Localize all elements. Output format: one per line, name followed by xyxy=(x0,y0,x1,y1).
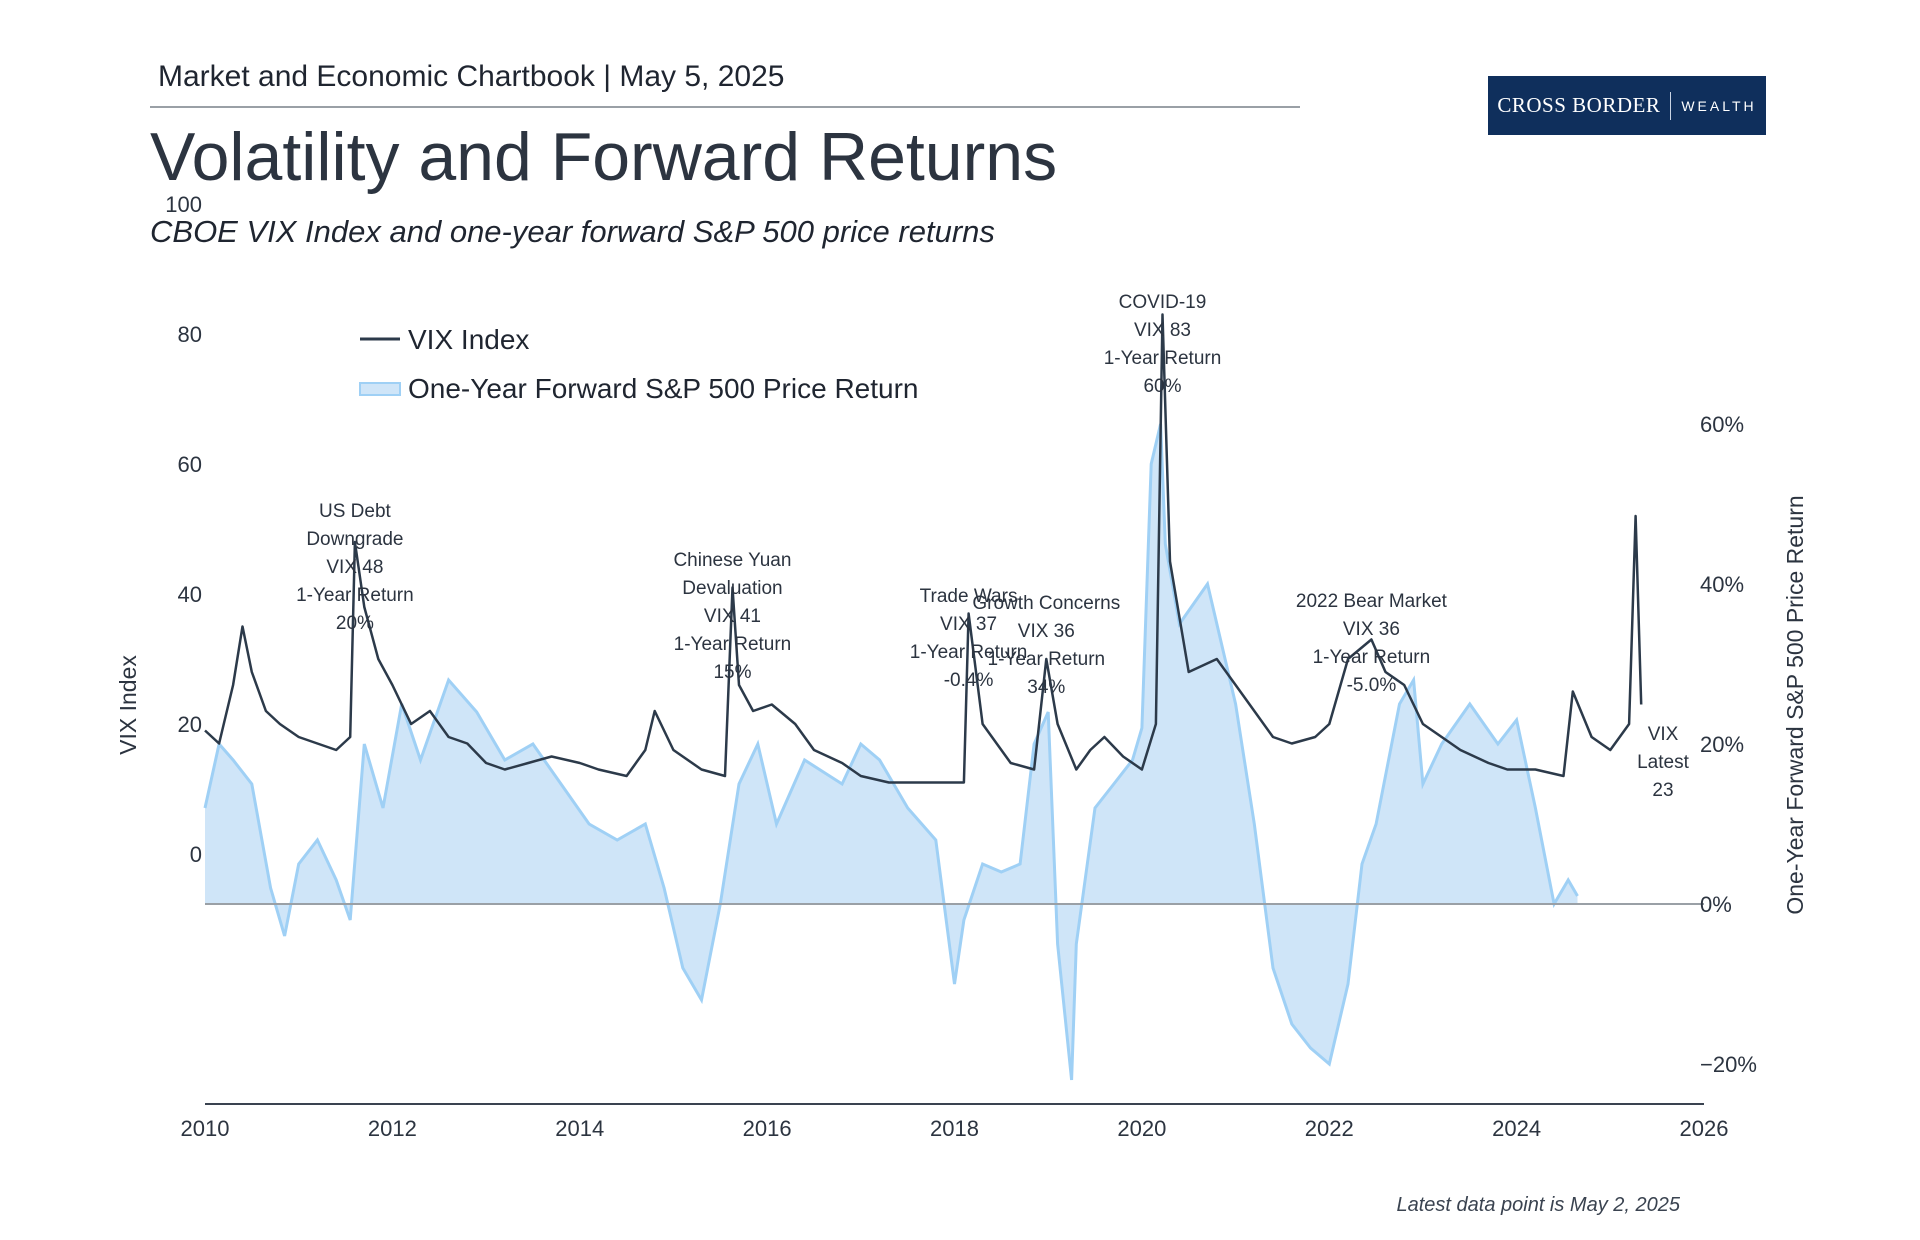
footnote: Latest data point is May 2, 2025 xyxy=(1396,1194,1680,1216)
x-tick-label: 2014 xyxy=(555,1116,604,1141)
legend-forward-label: One-Year Forward S&P 500 Price Return xyxy=(408,373,918,404)
annotation-label: Latest xyxy=(1637,752,1689,773)
left-tick-label: 100 xyxy=(165,192,202,217)
right-tick-label: 0% xyxy=(1700,892,1732,917)
annotation-label: COVID-19 xyxy=(1119,292,1207,313)
annotation-label: 60% xyxy=(1143,376,1181,397)
left-axis-title: VIX Index xyxy=(115,655,141,755)
right-tick-label: −20% xyxy=(1700,1052,1757,1077)
annotation-label: 20% xyxy=(336,613,374,634)
annotation-label: 1-Year Return xyxy=(1313,647,1431,668)
right-tick-label: 20% xyxy=(1700,732,1744,757)
annotation-label: 1-Year Return xyxy=(296,585,414,606)
logo-separator xyxy=(1670,91,1672,120)
vix-index-line xyxy=(204,313,1643,784)
annotation-label: VIX 36 xyxy=(1018,621,1075,642)
annotation-label: VIX 37 xyxy=(940,614,997,635)
x-tick-label: 2016 xyxy=(743,1116,792,1141)
left-tick-label: 40 xyxy=(178,582,202,607)
annotation-label: -0.4% xyxy=(944,670,994,691)
annotation-label: Chinese Yuan xyxy=(673,550,791,571)
x-tick-label: 2022 xyxy=(1305,1116,1354,1141)
logo-sub-text: WEALTH xyxy=(1681,97,1757,114)
annotation-label: 15% xyxy=(713,662,751,683)
annotation-label: US Debt xyxy=(319,501,392,522)
left-tick-label: 80 xyxy=(178,322,202,347)
right-tick-label: 40% xyxy=(1700,572,1744,597)
annotation-label: -5.0% xyxy=(1347,675,1397,696)
annotation-label: 1-Year Return xyxy=(988,649,1106,670)
left-tick-label: 60 xyxy=(178,452,202,477)
annotation-label: Growth Concerns xyxy=(972,593,1120,614)
left-tick-label: 0 xyxy=(190,842,202,867)
legend-forward-swatch xyxy=(359,382,401,396)
annotation-label: 1-Year Return xyxy=(1104,348,1222,369)
x-tick-label: 2012 xyxy=(368,1116,417,1141)
annotation-label: 1-Year Return xyxy=(674,634,792,655)
x-tick-label: 2024 xyxy=(1492,1116,1541,1141)
forward-return-area xyxy=(205,424,1578,1080)
right-tick-label: 60% xyxy=(1700,412,1744,437)
annotation-label: Trade Wars xyxy=(920,586,1018,607)
annotation-label: VIX 83 xyxy=(1134,320,1191,341)
x-tick-label: 2026 xyxy=(1680,1116,1729,1141)
annotation-label: 2022 Bear Market xyxy=(1296,591,1448,612)
left-tick-label: 20 xyxy=(178,712,202,737)
annotation-label: 34% xyxy=(1027,677,1065,698)
x-tick-label: 2010 xyxy=(181,1116,230,1141)
right-axis-title: One-Year Forward S&P 500 Price Return xyxy=(1782,495,1808,914)
annotation-label: VIX 48 xyxy=(326,557,383,578)
annotation-label: 1-Year Return xyxy=(910,642,1028,663)
annotation-label: VIX 36 xyxy=(1343,619,1400,640)
logo-main-text: CROSS BORDER xyxy=(1497,93,1661,117)
annotation-label: VIX 41 xyxy=(704,606,761,627)
annotation-label: VIX xyxy=(1648,724,1679,745)
page-subtitle: CBOE VIX Index and one-year forward S&P … xyxy=(150,214,995,249)
annotation-label: 23 xyxy=(1652,780,1673,801)
x-tick-label: 2018 xyxy=(930,1116,979,1141)
chartbook-header: Market and Economic Chartbook | May 5, 2… xyxy=(158,60,785,93)
page-title: Volatility and Forward Returns xyxy=(150,119,1058,195)
cross-border-wealth-logo: CROSS BORDER WEALTH xyxy=(1488,76,1766,135)
legend: VIX Index One-Year Forward S&P 500 Price… xyxy=(359,324,918,404)
annotation-label: Downgrade xyxy=(306,529,403,550)
annotation-label: Devaluation xyxy=(682,578,782,599)
header-divider xyxy=(150,106,1300,108)
x-tick-label: 2020 xyxy=(1117,1116,1166,1141)
legend-vix-label: VIX Index xyxy=(408,324,529,355)
